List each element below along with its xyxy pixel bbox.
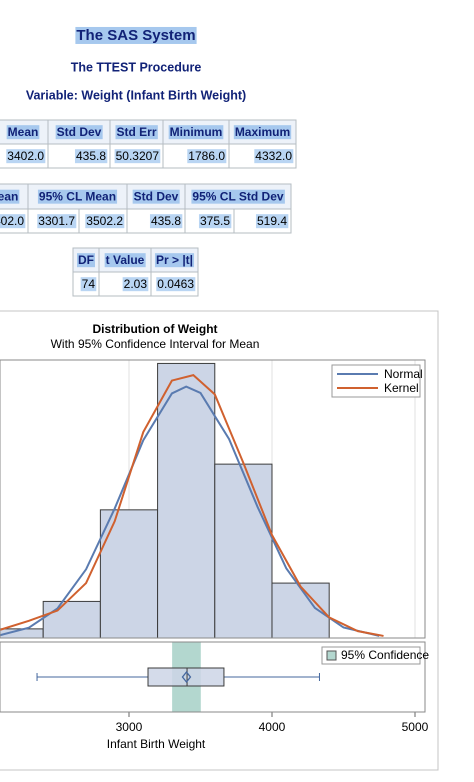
selection-highlight [132,189,180,204]
selection-highlight [149,214,183,229]
bar [214,463,273,638]
selection-highlight [122,277,149,292]
ci-legend-box [321,646,421,665]
box [147,667,225,687]
table-header: t Value [106,253,145,267]
chart-title: Distribution of Weight [92,322,217,336]
table-header: Pr > |t| [156,253,193,267]
table-header: Std Dev [134,190,179,204]
x-tick-label: 3000 [116,720,143,734]
table-header: Mean [0,190,18,204]
selection-highlight [198,214,232,229]
selection-highlight [254,149,294,164]
table-header: DF [78,253,94,267]
table-cell: 435.8 [76,149,106,163]
table-cell: 3301.7 [38,214,75,228]
bar [42,600,101,638]
box-area [36,642,320,712]
selection-highlight [0,189,20,204]
histogram-area [0,360,416,638]
table-header: Std Dev [57,125,102,139]
selection-highlight [80,277,97,292]
table-header: Minimum [170,125,223,139]
selection-highlight [104,253,146,268]
table-header: 95% CL Mean [39,190,116,204]
selection-highlight [156,277,196,292]
table-cell: 3502.2 [86,214,123,228]
table-header: Mean [8,125,39,139]
selection-highlight [233,125,292,140]
selection-highlight [77,253,95,268]
selection-highlight [55,125,103,140]
selection-highlight [191,189,285,204]
x-tick-label: 4000 [259,720,286,734]
variable-title: Variable: Weight (Infant Birth Weight) [26,88,246,102]
selection-highlight [75,26,197,44]
table-header: Maximum [235,125,290,139]
table-cell: 0.0463 [157,277,194,291]
table-cell: 4332.0 [255,149,292,163]
table-cell: 3402.0 [0,214,24,228]
density-curve [0,385,380,637]
ci-legend-label: 95% Confidence [341,648,429,662]
procedure-title: The TTEST Procedure [71,60,202,74]
selection-highlight [6,149,46,164]
selection-highlight [6,125,40,140]
selection-highlight [74,149,108,164]
table-cell: 2.03 [124,277,148,291]
table-cell: 74 [82,277,96,291]
chart-subtitle: With 95% Confidence Interval for Mean [51,337,260,351]
x-axis-label: Infant Birth Weight [107,737,206,751]
legend-label: Kernel [384,381,419,395]
selection-highlight [37,189,118,204]
bar [271,582,330,638]
table-cell: 1786.0 [188,149,225,163]
table-cell: 375.5 [200,214,230,228]
selection-highlight [37,214,77,229]
selection-highlight [114,149,161,164]
selection-highlight [0,214,26,229]
table-header: 95% CL Std Dev [192,190,283,204]
selection-highlight [187,149,227,164]
selection-highlight [168,125,224,140]
table-header: Std Err [116,125,156,139]
mean-marker [181,670,192,684]
selection-highlight [154,253,195,268]
legend-box [331,364,421,398]
density-curve [0,373,384,637]
ci-legend-swatch [326,650,337,661]
table-cell: 519.4 [257,214,287,228]
selection-highlight [85,214,125,229]
table-cell: 50.3207 [116,149,160,163]
legend-label: Normal [384,367,423,381]
box-frame [0,641,426,713]
plot-frame [0,359,426,639]
selection-highlight [255,214,289,229]
bar [99,509,159,638]
page-title: The SAS System [76,27,195,44]
table-cell: 435.8 [151,214,181,228]
selection-highlight [115,125,158,140]
x-tick-label: 5000 [402,720,429,734]
table-cell: 3402.0 [7,149,44,163]
